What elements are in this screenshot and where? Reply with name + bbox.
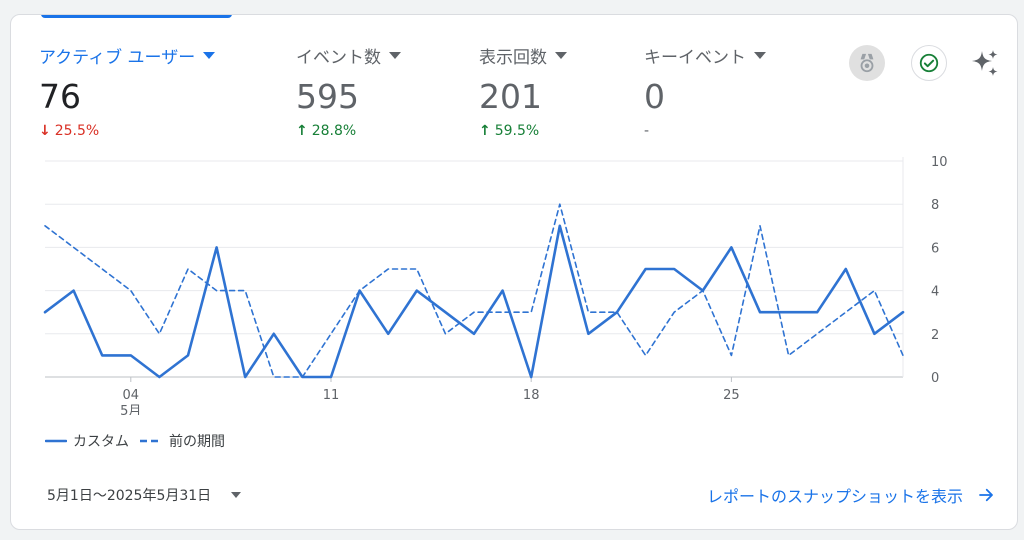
y-tick-label: 10 (931, 155, 948, 170)
metric-value: 76 (39, 77, 81, 116)
sparkle-icon (972, 50, 998, 76)
metric-value: 201 (479, 77, 542, 116)
metric-tab-key-events[interactable]: キーイベント 0 - (644, 43, 766, 141)
check-circle-icon (919, 53, 939, 73)
legend-label: カスタム (73, 434, 129, 450)
report-link-label: レポートのスナップショットを表示 (706, 487, 963, 506)
medal-icon (860, 53, 874, 73)
metric-change-value: 25.5% (54, 123, 100, 139)
caret-down-icon (203, 51, 216, 59)
arrow-up-icon: ↑ (296, 123, 308, 139)
y-tick-label: 2 (931, 328, 939, 343)
overview-card: アクティブ ユーザー 76 ↓ 25.5% イベント数 595 ↑ 28.8% … (10, 14, 1018, 530)
y-tick-label: 8 (931, 198, 939, 213)
caret-down-icon (754, 51, 766, 59)
caret-down-icon (389, 51, 401, 59)
metric-change-value: 28.8% (311, 123, 357, 139)
metric-change: - (644, 121, 766, 141)
metric-value: 595 (296, 77, 359, 116)
metric-label: キーイベント (644, 47, 746, 68)
line-chart: 0 2 4 6 8 10 04 5月 11 18 25 (11, 145, 1017, 419)
series-line-previous-period (44, 203, 904, 378)
y-tick-label: 0 (931, 371, 939, 386)
x-tick-sublabel: 5月 (120, 404, 141, 415)
metric-tab-active-users[interactable]: アクティブ ユーザー 76 ↓ 25.5% (39, 43, 216, 141)
x-tick-label: 25 (723, 388, 740, 403)
metric-label: イベント数 (296, 47, 381, 68)
x-tick-label: 18 (523, 388, 540, 403)
active-metric-indicator (41, 15, 232, 18)
series-line-current (43, 224, 905, 379)
arrow-up-icon: ↑ (479, 123, 491, 139)
metric-label: アクティブ ユーザー (39, 47, 196, 68)
caret-down-icon (231, 492, 242, 498)
view-report-snapshot-link[interactable]: レポートのスナップショットを表示 (707, 483, 995, 507)
ai-insights-button[interactable] (967, 45, 1003, 81)
metric-change-value: 59.5% (494, 123, 540, 139)
x-tick-label: 11 (323, 388, 340, 403)
metric-change-value: - (644, 123, 650, 139)
status-check-button[interactable] (911, 45, 947, 81)
metric-tab-views[interactable]: 表示回数 201 ↑ 59.5% (479, 43, 567, 141)
insights-badge-button[interactable] (849, 45, 885, 81)
metric-change: ↑ 59.5% (479, 121, 567, 141)
legend-item-current[interactable]: カスタム (45, 431, 129, 451)
solid-line-swatch-icon (45, 439, 67, 443)
metric-change: ↓ 25.5% (39, 121, 215, 141)
arrow-down-icon: ↓ (39, 123, 51, 139)
y-tick-label: 6 (931, 241, 939, 256)
legend-label: 前の期間 (169, 434, 225, 450)
legend-item-previous[interactable]: 前の期間 (139, 431, 225, 451)
y-tick-label: 4 (931, 285, 939, 300)
metric-tab-event-count[interactable]: イベント数 595 ↑ 28.8% (296, 43, 401, 141)
caret-down-icon (555, 51, 567, 59)
metric-value: 0 (644, 77, 665, 116)
arrow-right-icon (979, 488, 993, 502)
metric-change: ↑ 28.8% (296, 121, 401, 141)
date-range-selector[interactable]: 5月1日～2025年5月31日 (47, 485, 242, 505)
metric-label: 表示回数 (479, 47, 547, 68)
date-range-label: 5月1日～2025年5月31日 (47, 488, 212, 504)
dashed-line-swatch-icon (140, 439, 162, 443)
x-tick-label: 04 (123, 388, 140, 403)
chart-legend: カスタム 前の期間 (45, 431, 235, 451)
